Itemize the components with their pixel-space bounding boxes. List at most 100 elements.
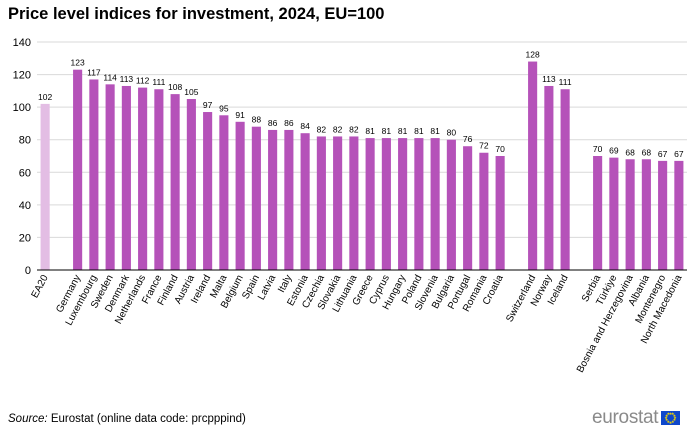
source-note: Source: Eurostat (online data code: prcp… — [8, 413, 246, 425]
flag-star-icon: ★ — [668, 419, 673, 425]
data-label: 97 — [203, 100, 213, 110]
source-text: Eurostat (online data code: prcpppind) — [47, 413, 246, 425]
bar — [560, 89, 570, 270]
bar — [89, 79, 99, 270]
data-label: 70 — [495, 144, 505, 154]
data-label: 128 — [526, 50, 540, 60]
data-label: 88 — [252, 115, 262, 125]
data-label: 86 — [268, 118, 278, 128]
bar — [463, 146, 473, 270]
y-tick-label: 120 — [13, 70, 31, 82]
data-label: 108 — [168, 82, 182, 92]
bar — [446, 139, 456, 270]
data-label: 111 — [152, 77, 165, 87]
flag-star-icon: ★ — [664, 412, 669, 418]
bar — [528, 61, 538, 270]
bar — [349, 136, 359, 270]
data-label: 80 — [447, 128, 457, 138]
y-tick-label: 20 — [19, 232, 31, 244]
data-label: 81 — [398, 126, 408, 136]
y-axis-ticks: 0 20 40 60 80 100 120 140 — [13, 37, 31, 277]
eu-flag-icon: ★ ★ ★ ★ ★ ★ ★ ★ ★ ★ ★ ★ — [661, 410, 681, 425]
bar — [105, 84, 115, 270]
bar — [170, 94, 180, 270]
data-label: 91 — [235, 110, 245, 120]
bar — [235, 121, 245, 270]
bar — [284, 129, 294, 270]
data-label: 76 — [463, 134, 473, 144]
bar — [398, 138, 408, 270]
flag-star-icon: ★ — [672, 417, 677, 423]
y-tick-label: 60 — [19, 167, 31, 179]
x-tick-label: EA20 — [30, 273, 51, 300]
flag-star-icon: ★ — [664, 415, 668, 420]
bar — [658, 160, 668, 270]
bar — [479, 152, 489, 270]
data-label: 81 — [382, 126, 392, 136]
data-label: 67 — [658, 149, 668, 159]
flag-star-icon: ★ — [666, 411, 671, 417]
data-label: 82 — [317, 124, 327, 134]
bar — [381, 138, 391, 270]
flag-star-icon: ★ — [664, 417, 669, 423]
bars — [40, 61, 684, 271]
bar — [121, 85, 131, 270]
data-label: 69 — [609, 146, 619, 156]
bar — [203, 112, 213, 271]
y-tick-label: 40 — [19, 200, 31, 212]
flag-star-icon: ★ — [673, 415, 677, 420]
flag-star-icon: ★ — [671, 418, 675, 424]
data-label: 117 — [87, 67, 101, 77]
data-label: 123 — [71, 58, 85, 68]
bar — [219, 115, 229, 271]
eurostat-logo: eurostat ★ ★ ★ ★ ★ ★ ★ ★ ★ ★ ★ ★ — [592, 407, 681, 429]
bar — [593, 156, 603, 270]
data-label: 86 — [284, 118, 294, 128]
chart-title: Price level indices for investment, 2024… — [8, 5, 385, 23]
bar — [251, 126, 261, 270]
logo-text: eurostat — [592, 407, 659, 428]
bar — [268, 129, 278, 270]
bar — [430, 138, 440, 270]
flag-star-icon: ★ — [668, 410, 673, 416]
bar — [186, 99, 196, 270]
data-label: 105 — [184, 87, 198, 97]
y-tick-label: 100 — [13, 102, 31, 114]
data-label: 68 — [642, 147, 652, 157]
data-label: 95 — [219, 103, 229, 113]
data-label: 68 — [625, 147, 635, 157]
bar — [609, 157, 619, 270]
data-label: 67 — [674, 149, 684, 159]
bar — [154, 89, 164, 270]
data-label: 81 — [430, 126, 440, 136]
bar — [365, 138, 375, 270]
data-label: 113 — [542, 74, 556, 84]
x-axis-labels: EA20 GermanyLuxembourgSwedenDenmarkNether… — [30, 272, 685, 374]
bar — [641, 159, 651, 270]
data-label: 81 — [414, 126, 424, 136]
data-label: 102 — [38, 92, 52, 102]
bar — [544, 85, 554, 270]
data-label: 84 — [300, 121, 310, 131]
data-label: 114 — [103, 72, 117, 82]
flag-star-icon: ★ — [671, 411, 675, 417]
data-label: 72 — [479, 141, 489, 151]
source-label: Source: — [8, 413, 48, 425]
flag-star-icon: ★ — [672, 412, 677, 418]
data-label: 111 — [559, 77, 572, 87]
bar — [414, 138, 424, 270]
data-label: 113 — [120, 74, 134, 84]
y-tick-label: 0 — [25, 265, 31, 277]
bar — [40, 103, 50, 270]
flag-star-icon: ★ — [666, 418, 671, 424]
y-tick-label: 140 — [13, 37, 31, 49]
data-label: 82 — [333, 124, 343, 134]
bar — [625, 159, 635, 270]
bar — [300, 133, 310, 270]
data-label: 70 — [593, 144, 603, 154]
y-tick-label: 80 — [19, 135, 31, 147]
data-label: 81 — [365, 126, 375, 136]
data-label: 112 — [136, 76, 150, 86]
